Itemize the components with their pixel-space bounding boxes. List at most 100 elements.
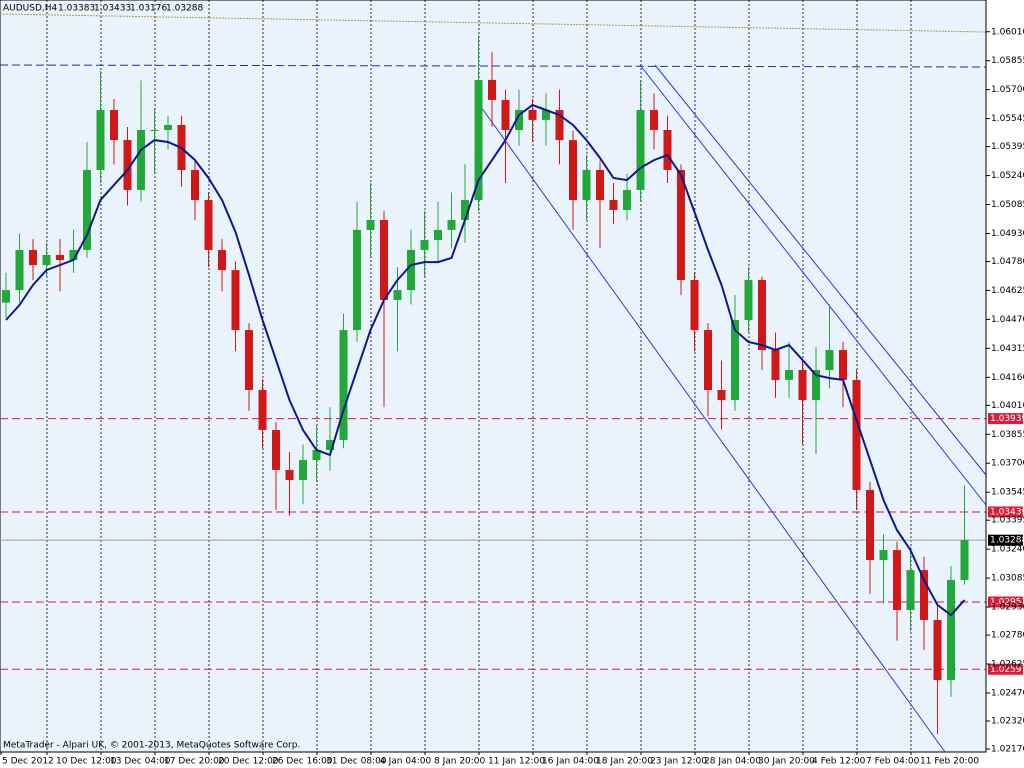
y-tick-label: 1.04315	[991, 344, 1024, 354]
x-tick-label: 16 Jan 04:00	[542, 757, 599, 767]
candle-body	[731, 319, 739, 401]
y-tick-label: 1.05085	[991, 200, 1024, 210]
level-label: 1.02597	[990, 665, 1024, 675]
level-box	[988, 663, 1023, 675]
last-price-box	[988, 534, 1023, 546]
x-tick-label: 11 Jan 12:00	[488, 757, 545, 767]
candle-body	[2, 290, 10, 303]
candle-body	[474, 79, 483, 201]
y-tick-label: 1.05545	[991, 114, 1024, 124]
candle-body	[515, 110, 523, 131]
y-tick-label: 1.04160	[991, 373, 1024, 383]
candle-body	[717, 390, 726, 401]
candle-body	[920, 570, 928, 620]
candle-body	[83, 169, 91, 250]
candle-body	[407, 249, 415, 291]
y-tick-label: 1.03545	[991, 488, 1024, 498]
x-tick-label: 13 Dec 04:00	[110, 757, 171, 767]
candle-body	[204, 200, 213, 250]
level-label: 1.03939	[990, 414, 1024, 424]
candle-body	[609, 200, 618, 210]
x-tick-label: 18 Jan 20:00	[596, 757, 653, 767]
candle-body	[663, 130, 672, 170]
level-label: 1.03439	[990, 507, 1024, 517]
y-tick-label: 1.02320	[991, 716, 1024, 726]
candle-body	[299, 460, 307, 481]
candle-body	[933, 619, 942, 681]
candle-body	[285, 469, 294, 481]
candle-body	[42, 254, 51, 266]
candle-body	[758, 279, 766, 351]
y-tick-label: 1.05395	[991, 142, 1024, 152]
candle-body	[447, 220, 456, 230]
candle-body	[623, 189, 631, 210]
channel-line	[639, 64, 987, 506]
y-tick-label: 1.04780	[991, 257, 1024, 267]
level-box	[988, 413, 1023, 425]
candle-body	[542, 110, 550, 120]
y-tick-label: 1.02470	[991, 688, 1024, 698]
channel-line	[475, 99, 946, 753]
x-tick-label: 17 Dec 20:00	[164, 757, 225, 767]
candle-body	[528, 110, 537, 120]
y-tick-label: 1.04010	[991, 401, 1024, 411]
y-tick-label: 1.05700	[991, 85, 1024, 95]
candle-body	[785, 370, 793, 380]
x-tick-label: 30 Jan 20:00	[758, 757, 815, 767]
candle-body	[191, 169, 199, 201]
candle-body	[906, 570, 915, 611]
candle-body	[744, 279, 753, 320]
level-label: 1.02957	[990, 598, 1024, 608]
candle-body	[245, 330, 253, 391]
symbol: AUDUSD,H4	[3, 4, 58, 14]
candles	[2, 35, 969, 735]
level-box	[988, 596, 1023, 608]
y-tick-label: 1.05240	[991, 171, 1024, 181]
y-tick-label: 1.03240	[991, 545, 1024, 555]
y-tick-label: 1.04470	[991, 315, 1024, 325]
y-tick-label: 1.04625	[991, 286, 1024, 296]
y-tick-label: 1.06010	[991, 27, 1024, 37]
candle-body	[56, 254, 64, 261]
candle-body	[879, 550, 888, 560]
candle-body	[96, 110, 105, 170]
y-tick-label: 1.03085	[991, 574, 1024, 584]
channel-line	[654, 64, 987, 476]
candle-body	[366, 220, 375, 230]
x-tick-label: 4 Feb 12:00	[812, 757, 866, 767]
candle-body	[137, 130, 145, 190]
candle-body	[812, 370, 820, 401]
candle-body	[704, 330, 712, 391]
candle-body	[798, 370, 807, 401]
candle-body	[947, 579, 955, 681]
x-tick-label: 7 Feb 04:00	[866, 757, 920, 767]
horizontal-line	[0, 64, 987, 68]
y-tick-label: 1.03395	[991, 516, 1024, 526]
x-tick-label: 23 Jan 12:00	[650, 757, 707, 767]
candle-body	[272, 429, 280, 470]
candle-body	[326, 440, 334, 450]
candle-body	[15, 249, 24, 291]
last-price-label: 1.03288	[990, 536, 1024, 546]
candle-body	[866, 489, 874, 560]
x-tick-label: 26 Dec 16:00	[272, 757, 333, 767]
candle-body	[690, 279, 699, 331]
candle-body	[164, 124, 172, 131]
candle-body	[501, 99, 510, 131]
ohlc-value: 1.03176	[130, 4, 167, 14]
candle-body	[488, 79, 496, 100]
candle-body	[582, 169, 591, 201]
candle-body	[569, 140, 577, 201]
candle-body	[380, 220, 388, 300]
y-tick-label: 1.05855	[991, 56, 1024, 66]
ohlc-value: 1.03383	[58, 4, 95, 14]
y-tick-label: 1.03855	[991, 430, 1024, 440]
candle-body	[231, 270, 240, 331]
level-box	[988, 506, 1023, 518]
candle-body	[420, 240, 429, 250]
x-tick-label: 31 Dec 08:00	[326, 757, 387, 767]
candle-body	[893, 550, 901, 611]
